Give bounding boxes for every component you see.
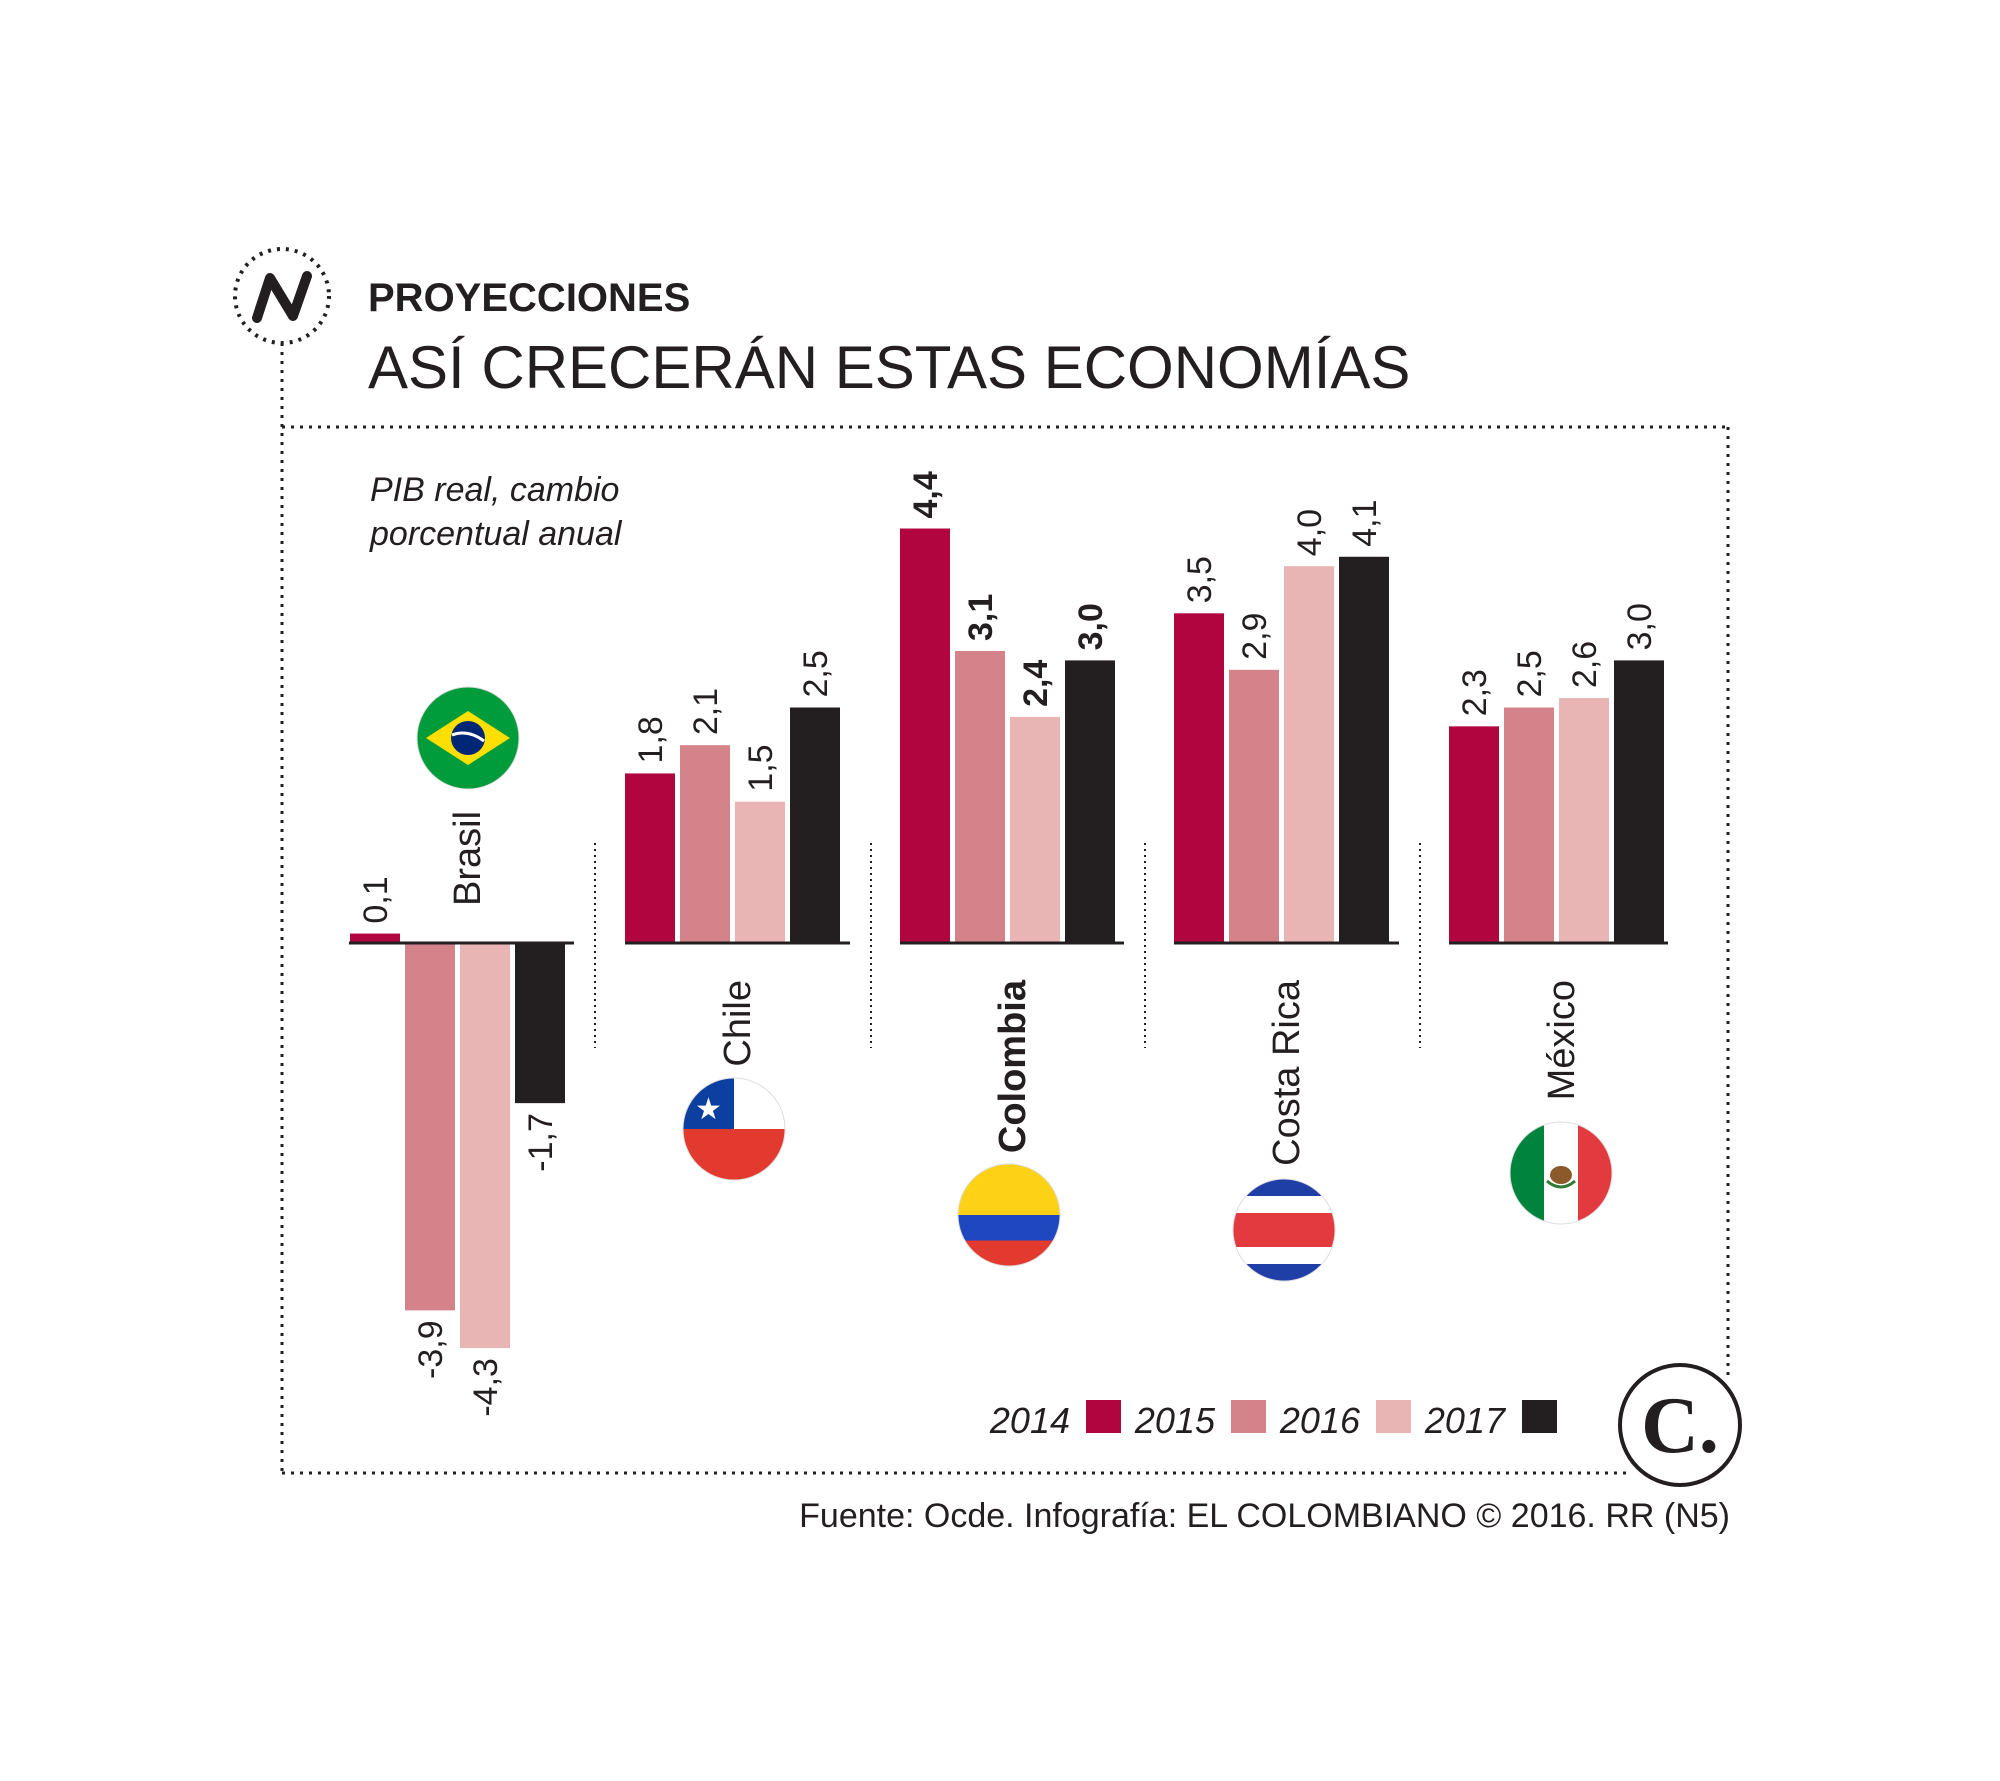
category-label-chile: Chile [717,980,759,1067]
bar-mexico-2015 [1504,707,1554,943]
bar-mexico-2014 [1449,726,1499,943]
plot-area: 0,1 -3,9 -4,3 -1,7 1,8 2,1 1,5 2,5 4,4 3,1 2,4 3,0 3… [349,471,1668,1417]
value-label-mexico-2015: 2,5 [1511,650,1549,697]
legend-label-2014: 2014 [989,1400,1070,1441]
legend-label-2015: 2015 [1134,1400,1216,1441]
value-label-brasil-2016: -4,3 [467,1358,505,1417]
value-label-colombia-2017: 3,0 [1072,603,1110,650]
value-label-chile-2017: 2,5 [797,650,835,697]
bar-chile-2015 [680,745,730,943]
legend-swatch-2017 [1522,1400,1557,1433]
value-label-chile-2015: 2,1 [687,688,725,735]
bar-colombia-2014 [900,528,950,943]
source-note: Fuente: Ocde. Infografía: EL COLOMBIANO … [799,1497,1730,1535]
category-label-brasil: Brasil [447,811,489,906]
legend-label-2016: 2016 [1279,1400,1361,1441]
bar-chile-2014 [625,773,675,943]
bar-mexico-2017 [1614,660,1664,943]
value-label-mexico-2014: 2,3 [1456,669,1494,716]
brazil-flag-icon [416,686,520,790]
mexico-flag-icon [1509,1121,1613,1225]
value-label-brasil-2014: 0,1 [357,876,395,923]
n-logo-icon [233,247,331,345]
bar-chile-2017 [790,707,840,943]
value-label-brasil-2015: -3,9 [412,1320,450,1379]
costa-rica-flag-icon [1232,1178,1336,1282]
bar-brasil-2014 [350,933,400,943]
legend-swatch-2014 [1086,1400,1121,1433]
colombia-flag-icon [957,1163,1061,1267]
value-label-chile-2014: 1,8 [632,716,670,763]
bar-colombia-2016 [1010,716,1060,943]
chart-subtitle-line1: PIB real, cambio [370,471,619,509]
value-label-costa-rica-2016: 4,0 [1291,509,1329,556]
bar-chile-2016 [735,801,785,943]
brand-mark: C. [1641,1382,1719,1470]
bar-costa-rica-2016 [1284,566,1334,943]
bar-costa-rica-2015 [1229,669,1279,943]
legend-swatch-2016 [1376,1400,1411,1433]
el-colombiano-logo: C. [1618,1363,1742,1487]
bar-brasil-2015 [405,943,455,1311]
svg-text:★: ★ [695,1092,722,1127]
category-label-mexico: México [1541,980,1583,1100]
legend-label-2017: 2017 [1424,1400,1507,1441]
bar-brasil-2016 [460,943,510,1349]
page-title: ASÍ CRECERÁN ESTAS ECONOMÍAS [368,334,1410,401]
legend: 2014 2015 2016 2017 [989,1400,1557,1441]
value-label-costa-rica-2017: 4,1 [1346,500,1384,547]
legend-swatch-2015 [1231,1400,1266,1433]
bar-costa-rica-2017 [1339,556,1389,943]
value-label-chile-2016: 1,5 [742,744,780,791]
bar-costa-rica-2014 [1174,613,1224,943]
bar-colombia-2015 [955,650,1005,943]
category-label-colombia: Colombia [992,979,1034,1153]
value-label-colombia-2014: 4,4 [907,471,945,518]
chile-flag-icon: ★ [682,1077,786,1181]
value-label-costa-rica-2015: 2,9 [1236,613,1274,660]
value-label-colombia-2015: 3,1 [962,594,1000,641]
value-label-brasil-2017: -1,7 [522,1113,560,1172]
value-label-mexico-2016: 2,6 [1566,641,1604,688]
value-label-colombia-2016: 2,4 [1017,660,1055,707]
bar-colombia-2017 [1065,660,1115,943]
bar-mexico-2016 [1559,698,1609,943]
value-label-costa-rica-2014: 3,5 [1181,556,1219,603]
bar-brasil-2017 [515,943,565,1104]
value-label-mexico-2017: 3,0 [1621,603,1659,650]
category-label-costa-rica: Costa Rica [1266,979,1308,1166]
chart-subtitle-line2: porcentual anual [369,515,623,553]
kicker: PROYECCIONES [368,276,690,320]
